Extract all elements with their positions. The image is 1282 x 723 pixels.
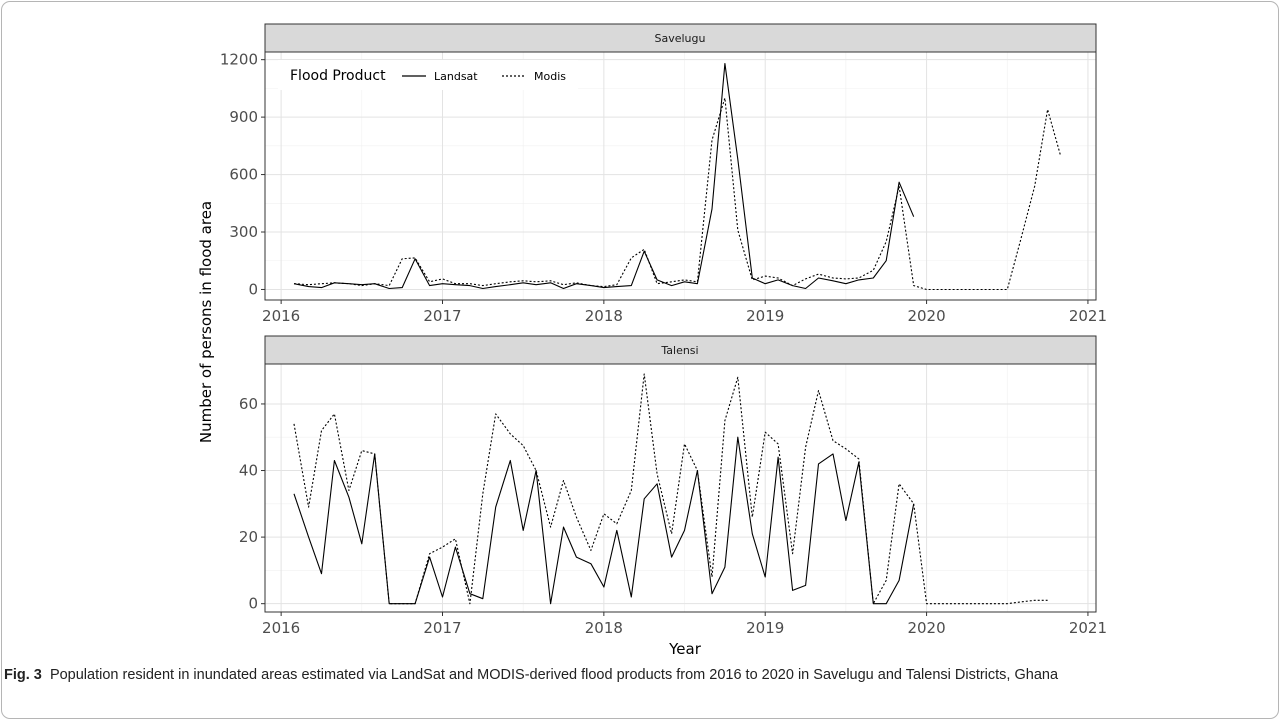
strip-label-savelugu: Savelugu [655,32,706,45]
panel-grid [265,364,1096,612]
panel-border [264,363,1097,613]
caption-label: Fig. 3 [4,667,42,683]
y-tick-label: 300 [229,223,258,241]
panel-background [264,363,1097,613]
series-line-landsat [293,62,915,290]
panel-series [293,373,1048,605]
x-tick-label: 2018 [585,307,623,325]
y-tick-labels: 0 300 600 900 1200 [220,51,265,298]
x-tick-label: 2020 [907,307,945,325]
strip-label-talensi: Talensi [660,344,698,357]
x-tick-label: 2019 [746,307,784,325]
y-tick-label: 60 [239,395,258,413]
strip-background [264,335,1097,365]
figure-caption: Fig. 3 Population resident in inundated … [4,665,1266,686]
x-tick-label: 2016 [262,619,300,637]
y-tick-label: 0 [248,280,258,298]
series-line-modis [293,97,1062,291]
x-axis-title: Year [668,640,702,658]
legend: Flood Product Landsat Modis [278,60,578,90]
x-tick-labels: 2016 2017 2018 2019 2020 2021 [262,300,1107,325]
x-tick-label: 2018 [585,619,623,637]
caption-text: Population resident in inundated areas e… [49,667,1059,683]
x-tick-label: 2016 [262,307,300,325]
legend-label-landsat: Landsat [434,70,478,83]
panel-grid [265,52,1096,300]
y-tick-label: 900 [229,108,258,126]
panel-talensi: Talensi 0 20 40 60 2016 2017 2018 2019 2020 2021 [239,335,1107,637]
panel-savelugu: Savelugu 0 300 600 900 1200 2016 2017 2018 2019… [220,23,1107,325]
x-tick-label: 2017 [423,307,461,325]
x-tick-label: 2017 [423,619,461,637]
y-tick-labels: 0 20 40 60 [239,395,265,613]
panel-border [264,51,1097,301]
legend-label-modis: Modis [534,70,566,83]
legend-background [278,60,578,90]
x-tick-label: 2021 [1069,619,1107,637]
y-axis-title: Number of persons in flood area [197,201,215,443]
y-tick-label: 40 [239,462,258,480]
x-tick-label: 2020 [907,619,945,637]
x-tick-label: 2019 [746,619,784,637]
y-tick-label: 0 [248,595,258,613]
panel-series [293,62,1062,291]
y-tick-label: 20 [239,528,258,546]
panel-background [264,51,1097,301]
x-tick-labels: 2016 2017 2018 2019 2020 2021 [262,612,1107,637]
y-tick-label: 600 [229,166,258,184]
x-tick-label: 2021 [1069,307,1107,325]
series-line-landsat [293,436,915,605]
legend-title: Flood Product [290,68,386,84]
y-tick-label: 1200 [220,51,258,69]
